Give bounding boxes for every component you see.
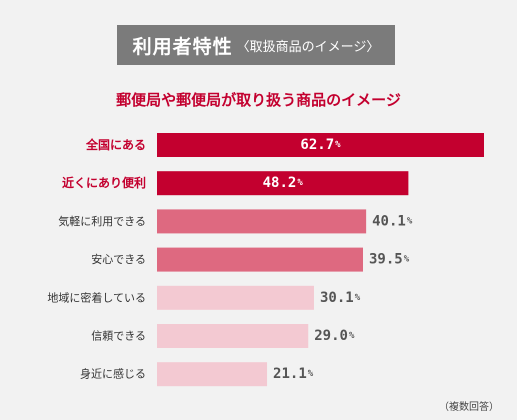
bar: [157, 285, 314, 310]
value-label: 48.2%: [263, 175, 304, 191]
value-label: 40.1%: [372, 213, 413, 229]
category-label: 近くにあり便利: [62, 175, 146, 190]
value-label: 39.5%: [369, 252, 410, 268]
bar: [157, 362, 268, 387]
category-label: 地域に密着している: [47, 290, 146, 304]
bar: [157, 209, 367, 234]
value-label: 62.7%: [300, 137, 341, 153]
category-label: 身近に感じる: [80, 367, 146, 381]
category-label: 気軽に利用できる: [58, 214, 146, 228]
chart-title: 郵便局や郵便局が取り扱う商品のイメージ: [116, 91, 401, 109]
bar: [157, 247, 364, 272]
value-label: 21.1%: [273, 366, 314, 382]
header-box: 利用者特性 〈取扱商品のイメージ〉: [117, 25, 395, 65]
value-label: 29.0%: [314, 328, 355, 344]
value-label: 30.1%: [320, 290, 361, 306]
bar: [157, 133, 484, 157]
category-label: 安心できる: [91, 252, 146, 266]
category-label: 信頼できる: [91, 330, 146, 343]
header-title: 利用者特性: [132, 35, 233, 58]
bar: [157, 324, 309, 348]
chart-note: （複数回答）: [439, 402, 499, 413]
header-subtitle: 〈取扱商品のイメージ〉: [236, 39, 380, 55]
category-label: 全国にある: [85, 137, 146, 152]
bar: [157, 171, 409, 196]
